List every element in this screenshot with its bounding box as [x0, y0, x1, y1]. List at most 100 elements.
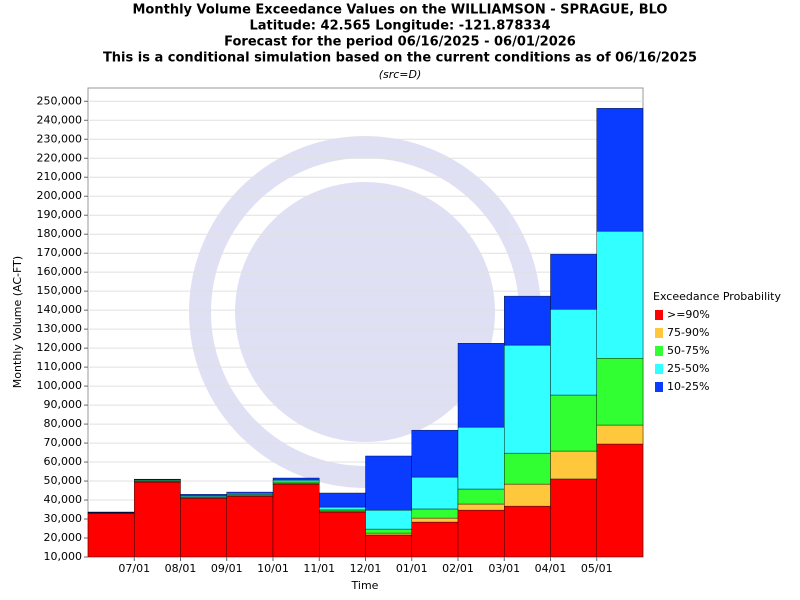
y-tick-label: 20,000 — [44, 531, 83, 544]
y-tick-label: 110,000 — [37, 360, 83, 373]
legend-swatch — [655, 310, 663, 320]
x-tick-label: 12/01 — [350, 562, 382, 575]
legend-label: >=90% — [667, 308, 710, 321]
title-line: Forecast for the period 06/16/2025 - 06/… — [224, 35, 576, 50]
legend-swatch — [655, 382, 663, 392]
bar-segment — [596, 230, 644, 359]
y-tick-label: 150,000 — [37, 284, 83, 297]
bar-segment — [504, 295, 551, 346]
y-tick-label: 130,000 — [37, 322, 83, 335]
bar-segment — [596, 443, 644, 558]
bar-segment — [457, 342, 505, 428]
title-line: Monthly Volume Exceedance Values on the … — [133, 3, 668, 18]
y-tick-label: 60,000 — [44, 455, 83, 468]
bar-segment — [272, 477, 320, 481]
bar-segment — [550, 478, 597, 558]
x-tick-label: 05/01 — [581, 562, 613, 575]
bar-segment — [365, 534, 412, 558]
legend-label: 75-90% — [667, 326, 709, 339]
legend-title: Exceedance Probability — [653, 290, 781, 303]
x-tick-label: 02/01 — [442, 562, 474, 575]
title-line: Latitude: 42.565 Longitude: -121.878334 — [249, 19, 550, 34]
bar-segment — [596, 108, 644, 232]
y-tick-label: 50,000 — [44, 474, 83, 487]
bar-segment — [504, 483, 551, 507]
legend-swatch — [655, 364, 663, 374]
bar-segment — [504, 452, 551, 485]
y-tick-label: 180,000 — [37, 227, 83, 240]
bar-segment — [319, 492, 366, 508]
subtitle: (src=D) — [379, 68, 422, 81]
y-tick-label: 100,000 — [37, 379, 83, 392]
bar-segment — [550, 309, 597, 396]
y-tick-label: 30,000 — [44, 512, 83, 525]
bar-segment — [87, 513, 135, 558]
bar-segment — [504, 344, 551, 454]
bar-segment — [365, 509, 412, 530]
y-tick-label: 140,000 — [37, 303, 83, 316]
bar-segment — [596, 424, 644, 445]
bar-segment — [411, 517, 459, 523]
watermark-disc — [235, 182, 495, 442]
y-tick-label: 70,000 — [44, 436, 83, 449]
bar-segment — [134, 478, 181, 480]
x-tick-label: 03/01 — [488, 562, 520, 575]
bar-segment — [411, 521, 459, 558]
x-tick-label: 11/01 — [303, 562, 335, 575]
bar-segment — [365, 528, 412, 534]
y-tick-label: 200,000 — [37, 189, 83, 202]
legend-label: 25-50% — [667, 362, 709, 375]
bar-segment — [319, 506, 366, 511]
y-axis-label: Monthly Volume (AC-FT) — [11, 256, 24, 388]
y-tick-label: 120,000 — [37, 341, 83, 354]
y-tick-label: 190,000 — [37, 208, 83, 221]
x-tick-label: 04/01 — [535, 562, 567, 575]
legend-swatch — [655, 346, 663, 356]
bar-segment — [365, 532, 412, 536]
bar-segment — [134, 481, 181, 558]
bar-segment — [180, 497, 227, 558]
bar-segment — [226, 491, 274, 494]
y-tick-label: 160,000 — [37, 265, 83, 278]
x-axis-label: Time — [351, 579, 379, 592]
bar-segment — [550, 394, 597, 452]
bar-segment — [365, 455, 412, 511]
bar-segment — [457, 488, 505, 505]
bar-segment — [272, 483, 320, 558]
x-tick-label: 09/01 — [211, 562, 243, 575]
bar-segment — [550, 450, 597, 480]
y-tick-label: 210,000 — [37, 170, 83, 183]
y-tick-label: 230,000 — [37, 132, 83, 145]
bar-segment — [550, 253, 597, 310]
y-tick-label: 220,000 — [37, 151, 83, 164]
y-tick-label: 90,000 — [44, 398, 83, 411]
y-tick-label: 40,000 — [44, 493, 83, 506]
bar-segment — [411, 476, 459, 510]
x-tick-label: 07/01 — [118, 562, 150, 575]
y-tick-label: 80,000 — [44, 417, 83, 430]
legend-label: 50-75% — [667, 344, 709, 357]
x-tick-label: 08/01 — [165, 562, 197, 575]
bar-segment — [411, 508, 459, 519]
bar-segment — [411, 429, 459, 478]
y-tick-label: 170,000 — [37, 246, 83, 259]
bar-segment — [457, 503, 505, 511]
bar-segment — [180, 494, 227, 496]
title-line: This is a conditional simulation based o… — [103, 51, 697, 66]
bar-segment — [272, 479, 320, 483]
bar-segment — [596, 357, 644, 426]
y-tick-label: 250,000 — [37, 94, 83, 107]
x-tick-label: 01/01 — [396, 562, 428, 575]
bar-segment — [87, 511, 135, 513]
bar-segment — [226, 496, 274, 558]
y-tick-label: 10,000 — [44, 550, 83, 563]
bar-segment — [319, 511, 366, 558]
x-tick-label: 10/01 — [257, 562, 289, 575]
legend-label: 10-25% — [667, 380, 709, 393]
bar-segment — [504, 505, 551, 558]
bar-segment — [457, 509, 505, 558]
bars — [87, 108, 644, 558]
bar-segment — [457, 426, 505, 490]
y-tick-label: 240,000 — [37, 113, 83, 126]
